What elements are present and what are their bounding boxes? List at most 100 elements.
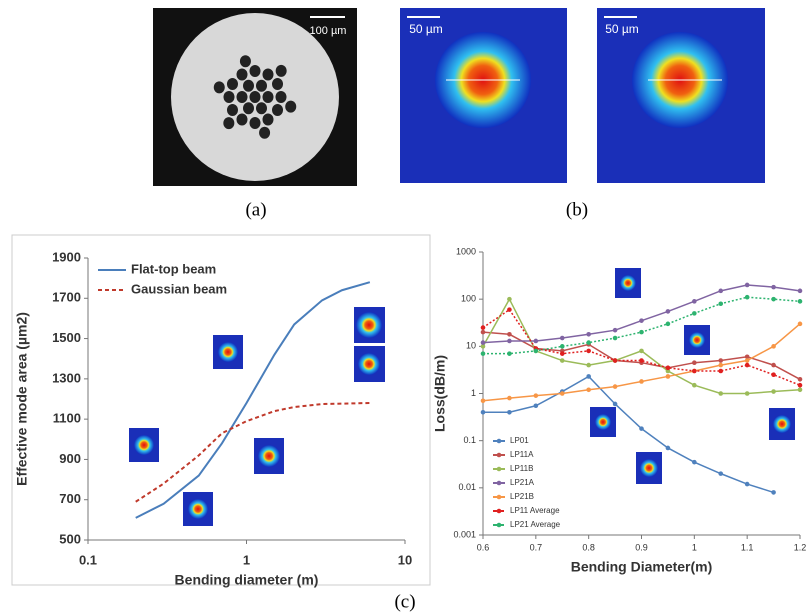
data-point (745, 363, 750, 368)
data-point (771, 389, 776, 394)
data-point (771, 372, 776, 377)
data-point (666, 446, 671, 451)
data-point (639, 426, 644, 431)
data-point (560, 336, 565, 341)
x-tick-label: 0.7 (530, 542, 543, 552)
data-point (771, 344, 776, 349)
data-point (745, 358, 750, 363)
legend-marker (497, 453, 502, 458)
data-point (507, 396, 512, 401)
data-point (507, 351, 512, 356)
data-point (798, 289, 803, 294)
data-point (560, 358, 565, 363)
y-tick-label: 0.001 (453, 529, 476, 539)
fiber-hole (263, 114, 274, 126)
x-axis-title: Bending Diameter(m) (571, 559, 713, 575)
data-point (745, 482, 750, 487)
fiber-hole (263, 68, 274, 80)
data-point (718, 363, 723, 368)
data-point (639, 349, 644, 354)
data-point (745, 391, 750, 396)
data-point (507, 410, 512, 415)
data-point (798, 377, 803, 382)
data-point (560, 351, 565, 356)
panel-label: (c) (394, 591, 415, 612)
y-tick-label: 700 (59, 491, 81, 506)
figure: 100 µm (a) 50 µm 50 µm (b) (c) 500700900… (0, 0, 810, 616)
fiber-hole (237, 114, 248, 126)
y-tick-label: 1700 (52, 290, 81, 305)
data-point (666, 322, 671, 327)
legend-marker (497, 439, 502, 444)
data-point (481, 351, 486, 356)
fiber-hole (237, 68, 248, 80)
data-point (586, 387, 591, 392)
data-point (481, 330, 486, 335)
data-point (481, 340, 486, 345)
y-tick-label: 1000 (456, 246, 476, 256)
data-point (613, 358, 618, 363)
fiber-hole (243, 102, 254, 114)
fiber-hole (223, 117, 234, 129)
data-point (639, 358, 644, 363)
data-point (798, 383, 803, 388)
data-point (507, 307, 512, 312)
data-point (613, 384, 618, 389)
data-point (771, 285, 776, 290)
data-point (666, 366, 671, 371)
y-tick-label: 100 (461, 294, 476, 304)
scale-label: 100 µm (310, 25, 347, 37)
fiber-hole (276, 91, 287, 103)
legend-marker (497, 495, 502, 500)
data-point (692, 369, 697, 374)
panel-label: (a) (245, 199, 266, 220)
fiber-hole (227, 78, 238, 90)
data-point (692, 460, 697, 465)
fiber-hole (224, 91, 235, 103)
y-tick-label: 1900 (52, 249, 81, 264)
legend-label: LP11A (510, 450, 534, 459)
data-point (666, 309, 671, 314)
data-point (613, 402, 618, 407)
data-point (481, 325, 486, 330)
y-tick-label: 1500 (52, 330, 81, 345)
data-point (481, 399, 486, 404)
legend-marker (497, 481, 502, 486)
data-point (613, 328, 618, 333)
fiber-hole (250, 117, 261, 129)
x-tick-label: 0.1 (79, 552, 97, 567)
legend-label: LP11 Average (510, 506, 560, 515)
x-tick-label: 1 (692, 542, 697, 552)
x-tick-label: 1.1 (741, 542, 754, 552)
data-point (507, 339, 512, 344)
fiber-hole (272, 104, 283, 116)
x-axis-title: Bending diameter (m) (175, 572, 319, 588)
x-tick-label: 0.8 (582, 542, 595, 552)
x-tick-label: 1 (243, 552, 250, 567)
data-point (745, 295, 750, 300)
data-point (507, 297, 512, 302)
data-point (718, 391, 723, 396)
y-axis-title: Loss(dB/m) (432, 355, 448, 432)
fiber-hole (259, 127, 270, 139)
data-point (666, 374, 671, 379)
legend-label: LP11B (510, 464, 533, 473)
data-point (534, 403, 539, 408)
data-point (560, 344, 565, 349)
data-point (771, 297, 776, 302)
data-point (718, 301, 723, 306)
legend-label: LP21 Average (510, 520, 561, 529)
fiber-hole (250, 65, 261, 77)
y-tick-label: 500 (59, 531, 81, 546)
fiber-hole (256, 102, 267, 114)
y-tick-label: 1 (471, 388, 476, 398)
panel-label: (b) (566, 199, 588, 220)
data-point (692, 299, 697, 304)
fiber-hole (237, 91, 248, 103)
data-point (718, 358, 723, 363)
legend-label: Flat-top beam (131, 261, 216, 276)
x-tick-label: 0.9 (635, 542, 648, 552)
fiber-hole (263, 91, 274, 103)
legend-marker (497, 509, 502, 514)
data-point (692, 360, 697, 365)
